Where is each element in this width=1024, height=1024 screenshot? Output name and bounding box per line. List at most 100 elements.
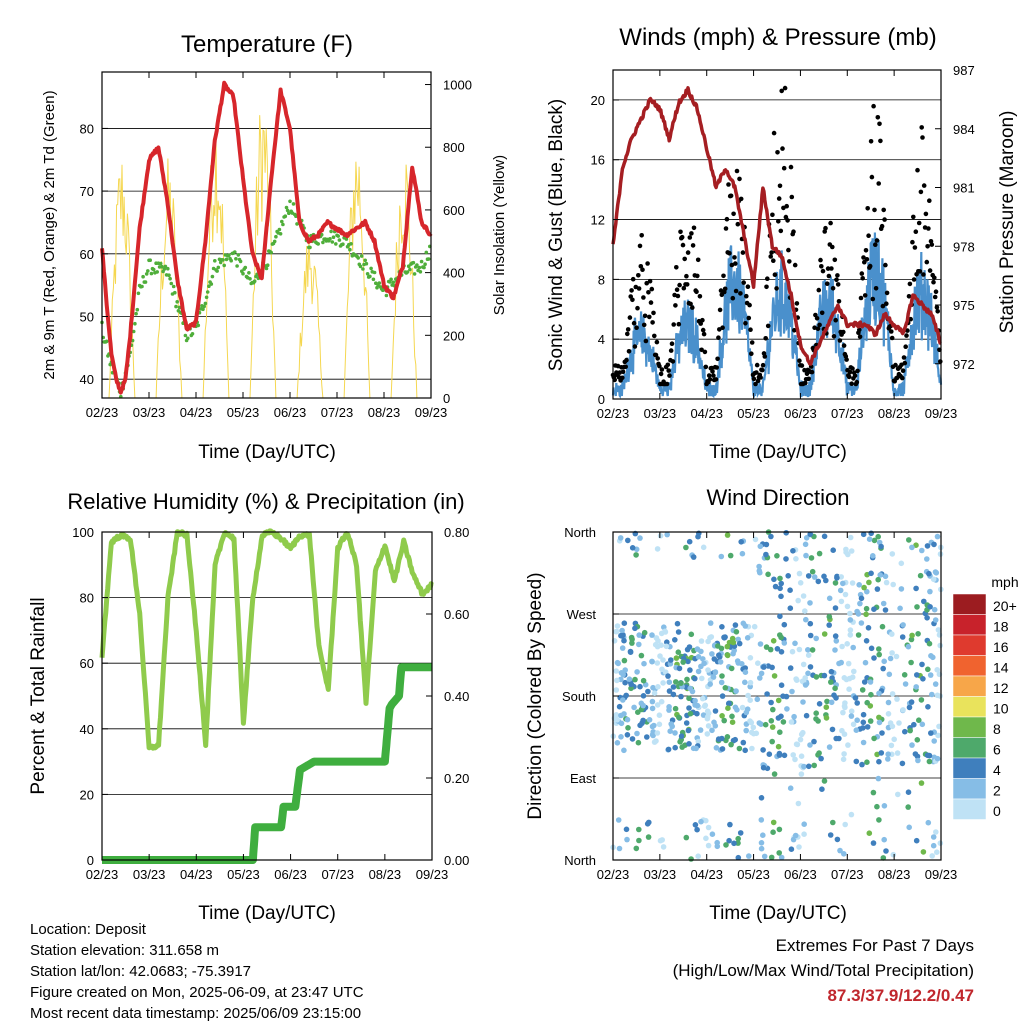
direction-point xyxy=(855,632,862,638)
direction-point xyxy=(676,714,682,721)
direction-point xyxy=(930,576,937,583)
direction-point xyxy=(770,638,777,644)
direction-point xyxy=(645,688,651,695)
y2-tick-label: 200 xyxy=(443,328,465,343)
gust-point xyxy=(830,286,836,291)
direction-point xyxy=(726,700,732,707)
gust-point xyxy=(733,288,739,294)
direction-point xyxy=(758,817,765,823)
y-tick-label: 20 xyxy=(591,93,605,108)
dewpoint-point xyxy=(391,280,396,285)
gust-point xyxy=(684,282,690,287)
direction-point xyxy=(829,726,836,733)
direction-point xyxy=(633,552,639,558)
direction-point xyxy=(699,675,705,682)
direction-point xyxy=(657,837,664,844)
y2-tick-label: 975 xyxy=(953,298,975,313)
direction-point xyxy=(666,707,672,713)
direction-point xyxy=(866,579,872,586)
gust-point xyxy=(675,293,681,299)
direction-point xyxy=(874,751,880,758)
direction-point xyxy=(742,665,748,671)
gust-point xyxy=(754,362,760,368)
direction-point xyxy=(824,698,830,705)
solar-insolation-line xyxy=(390,164,418,399)
direction-point xyxy=(699,695,706,702)
direction-point xyxy=(781,640,788,646)
gust-point xyxy=(927,268,933,273)
gust-point xyxy=(870,296,876,302)
gust-point xyxy=(828,220,833,226)
direction-point xyxy=(831,692,837,698)
direction-point xyxy=(821,573,827,580)
direction-point xyxy=(805,573,812,579)
gust-point xyxy=(817,322,822,328)
dewpoint-point xyxy=(135,307,140,312)
direction-point xyxy=(670,684,677,690)
direction-point xyxy=(771,576,777,583)
direction-point xyxy=(893,653,900,660)
direction-point xyxy=(821,672,828,679)
direction-point xyxy=(931,606,938,613)
gust-point xyxy=(769,250,774,255)
direction-point xyxy=(664,531,670,538)
dewpoint-point xyxy=(308,245,312,250)
gust-point xyxy=(744,293,749,299)
direction-point xyxy=(662,629,669,635)
direction-point xyxy=(859,761,865,768)
direction-point xyxy=(847,534,854,541)
dewpoint-point xyxy=(148,258,152,263)
direction-point xyxy=(905,789,912,795)
gust-point xyxy=(867,263,873,269)
direction-point xyxy=(616,845,623,852)
temperature-xlabel: Time (Day/UTC) xyxy=(198,442,336,463)
direction-point xyxy=(724,652,731,659)
direction-point xyxy=(832,647,838,653)
direction-point xyxy=(796,570,803,577)
y2-tick-label: 0.60 xyxy=(444,607,469,622)
gust-point xyxy=(934,305,940,310)
gust-point xyxy=(734,168,740,174)
direction-point xyxy=(889,650,895,656)
direction-point xyxy=(919,661,925,668)
direction-point xyxy=(660,844,667,850)
gust-point xyxy=(746,315,752,321)
x-tick-label: 02/23 xyxy=(597,867,630,882)
gust-point xyxy=(786,247,791,253)
gust-point xyxy=(835,282,841,287)
x-tick-label: 08/23 xyxy=(878,867,911,882)
direction-point xyxy=(890,851,897,858)
dewpoint-point xyxy=(241,271,245,276)
dewpoint-point xyxy=(348,247,352,252)
gust-point xyxy=(726,182,731,187)
direction-point xyxy=(805,647,811,653)
direction-point xyxy=(889,691,896,697)
gust-point xyxy=(677,282,682,288)
gust-point xyxy=(814,316,820,321)
dewpoint-point xyxy=(247,271,251,275)
direction-point xyxy=(816,701,823,707)
direction-point xyxy=(701,703,708,709)
direction-point xyxy=(876,646,882,652)
direction-point xyxy=(778,649,785,655)
direction-point xyxy=(882,607,889,613)
direction-point xyxy=(770,819,777,826)
direction-point xyxy=(654,730,661,736)
direction-point xyxy=(627,649,634,655)
dewpoint-point xyxy=(412,272,417,276)
direction-point xyxy=(745,692,751,699)
gust-point xyxy=(921,272,926,277)
direction-point xyxy=(811,762,817,769)
direction-point xyxy=(902,728,908,735)
gust-point xyxy=(864,257,870,262)
gust-point xyxy=(900,368,906,374)
direction-point xyxy=(937,642,943,649)
direction-point xyxy=(842,591,849,598)
gust-point xyxy=(806,376,811,382)
dewpoint-point xyxy=(171,284,176,289)
gust-point xyxy=(927,198,932,203)
gust-point xyxy=(901,355,907,360)
direction-point xyxy=(898,560,905,567)
dewpoint-point xyxy=(221,258,225,262)
direction-point xyxy=(905,804,911,810)
